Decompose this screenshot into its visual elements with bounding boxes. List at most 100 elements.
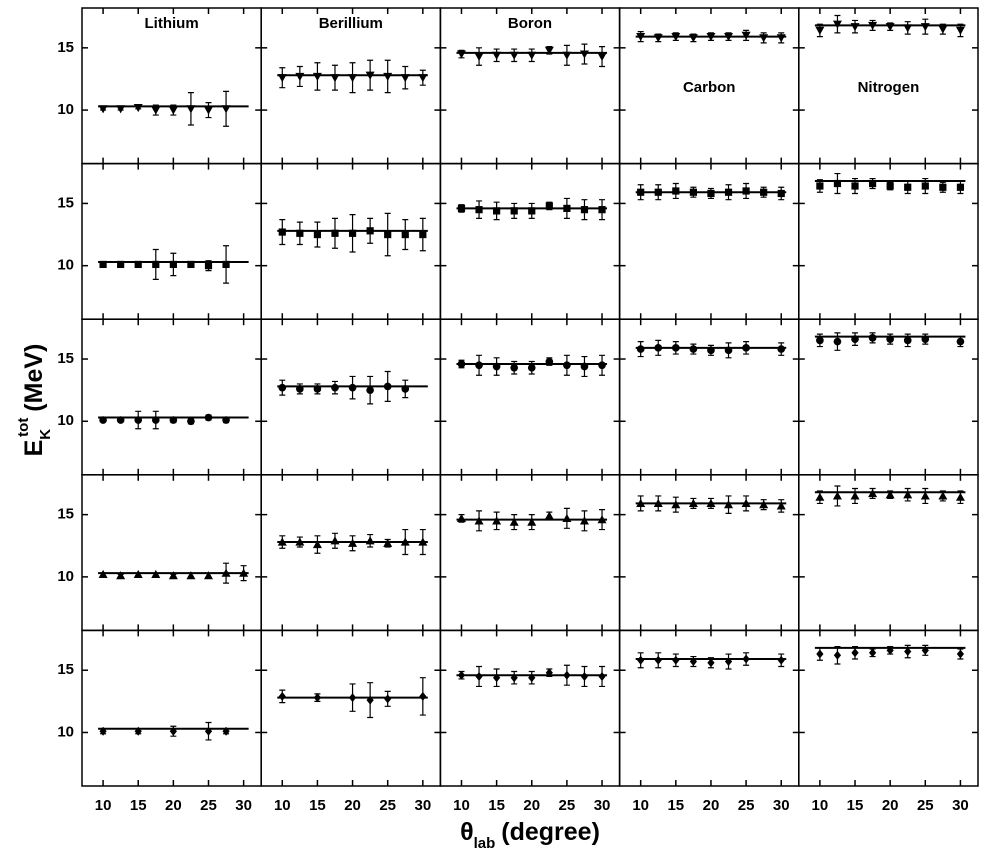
marker	[222, 416, 230, 424]
marker	[850, 491, 860, 500]
marker	[278, 691, 286, 701]
x-tick-label: 20	[882, 797, 899, 814]
marker	[816, 182, 824, 190]
marker	[134, 260, 142, 269]
marker	[598, 671, 606, 681]
x-tick-label: 25	[917, 797, 934, 814]
panel-title: Carbon	[683, 79, 736, 96]
marker	[672, 187, 680, 195]
marker	[939, 183, 947, 191]
marker	[168, 106, 178, 115]
marker	[671, 33, 681, 42]
panel-title: Boron	[508, 15, 552, 32]
marker	[312, 72, 322, 81]
marker	[850, 23, 860, 32]
x-label-unit: (degree)	[501, 818, 600, 846]
x-tick-label: 10	[812, 797, 829, 814]
x-tick-label: 10	[274, 797, 291, 814]
marker	[724, 346, 733, 355]
marker	[418, 537, 428, 546]
marker	[689, 657, 697, 667]
marker	[688, 498, 698, 508]
marker	[706, 33, 716, 42]
x-tick-label: 15	[130, 797, 147, 814]
marker	[204, 262, 213, 270]
marker	[384, 230, 392, 239]
marker	[654, 188, 662, 196]
marker	[545, 357, 554, 366]
marker	[528, 207, 536, 215]
x-tick-label: 10	[632, 797, 649, 814]
marker	[672, 655, 680, 665]
marker	[938, 25, 948, 34]
marker	[776, 34, 786, 43]
marker	[169, 726, 177, 736]
marker	[904, 183, 912, 191]
marker	[456, 513, 466, 522]
x-tick-label: 20	[703, 797, 720, 814]
marker	[653, 498, 663, 508]
y-tick-label: 15	[57, 350, 74, 367]
marker	[348, 383, 357, 392]
marker	[689, 188, 697, 196]
marker	[742, 654, 750, 664]
y-axis-label: EKtot (MeV)	[15, 344, 54, 457]
marker	[938, 491, 948, 500]
marker	[509, 517, 519, 526]
marker	[383, 72, 393, 81]
marker	[885, 23, 895, 32]
marker	[580, 206, 589, 214]
marker	[760, 188, 768, 196]
x-tick-label: 25	[738, 797, 755, 814]
marker	[527, 517, 537, 526]
marker	[239, 568, 249, 577]
marker	[832, 20, 842, 29]
marker	[117, 260, 125, 269]
marker	[348, 229, 357, 237]
marker	[815, 26, 825, 35]
marker	[777, 655, 785, 665]
marker	[99, 416, 107, 424]
marker	[277, 74, 287, 83]
marker	[510, 207, 518, 215]
marker	[689, 345, 698, 353]
marker	[457, 204, 466, 213]
marker	[598, 206, 606, 214]
marker	[313, 230, 322, 239]
marker	[278, 383, 287, 392]
marker	[296, 385, 304, 393]
x-tick-label: 30	[773, 797, 790, 814]
marker	[956, 649, 965, 659]
x-tick-label: 10	[453, 797, 470, 814]
marker	[278, 228, 286, 236]
marker	[401, 230, 409, 239]
marker	[493, 673, 501, 683]
marker	[348, 74, 358, 83]
y-label-sup: tot	[15, 418, 32, 437]
marker	[313, 693, 322, 703]
marker	[474, 52, 484, 62]
y-tick-label: 10	[57, 568, 74, 585]
marker	[562, 513, 572, 522]
marker	[151, 569, 161, 578]
y-label-unit: (MeV)	[20, 344, 48, 412]
marker	[475, 361, 483, 370]
marker	[187, 260, 195, 269]
marker	[671, 344, 680, 352]
x-tick-label: 25	[379, 797, 396, 814]
marker	[903, 24, 913, 33]
marker	[116, 416, 125, 424]
marker	[204, 413, 213, 422]
marker	[724, 500, 734, 509]
panel-title: Nitrogen	[858, 79, 920, 96]
marker	[955, 492, 965, 501]
marker	[688, 34, 698, 43]
marker	[365, 71, 375, 80]
marker	[204, 726, 213, 736]
marker	[366, 386, 374, 394]
marker	[851, 648, 859, 658]
marker	[312, 540, 322, 549]
marker	[777, 345, 786, 353]
marker	[741, 498, 751, 508]
